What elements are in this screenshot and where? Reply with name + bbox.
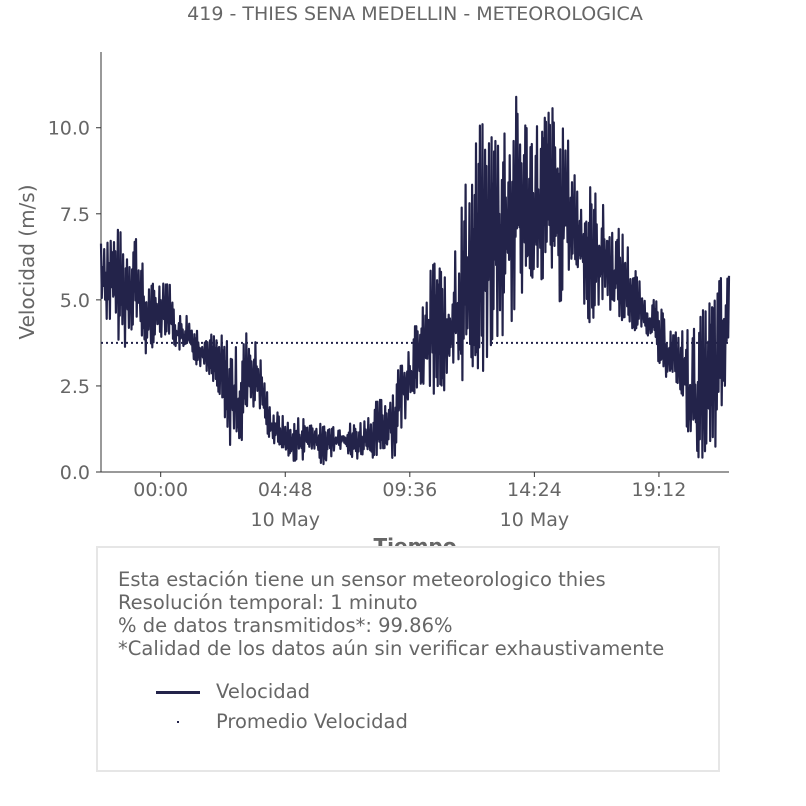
x-tick-label: 00:00 [133, 479, 188, 501]
x-tick-label: 19:12 [632, 479, 687, 501]
x-tick-label: 09:36 [382, 479, 437, 501]
x-tick-date-label: 10 May [250, 509, 320, 531]
legend-dot-swatch [177, 721, 179, 723]
y-tick-label: 5.0 [60, 290, 90, 312]
y-tick-label: 2.5 [60, 376, 90, 398]
legend-label-promedio: Promedio Velocidad [216, 710, 408, 733]
y-tick-label: 7.5 [60, 204, 90, 226]
y-tick-label: 0.0 [60, 462, 90, 484]
y-tick-label: 10.0 [48, 118, 90, 140]
velocity-series-line [99, 95, 731, 466]
data-quality-note: *Calidad de los datos aún sin verificar … [118, 637, 665, 660]
x-tick-date-label: 10 May [500, 509, 570, 531]
temporal-resolution-text: Resolución temporal: 1 minuto [118, 591, 418, 614]
x-tick-label: 04:48 [258, 479, 313, 501]
data-transmitted-text: % de datos transmitidos*: 99.86% [118, 614, 453, 637]
chart-title: 419 - THIES SENA MEDELLIN - METEOROLOGIC… [187, 3, 643, 25]
y-axis-label: Velocidad (m/s) [15, 184, 39, 339]
station-sensor-text: Esta estación tiene un sensor meteorolog… [118, 568, 606, 591]
x-tick-label: 14:24 [507, 479, 562, 501]
info-legend-box: Esta estación tiene un sensor meteorolog… [96, 546, 720, 772]
legend-line-swatch [156, 691, 200, 694]
legend-label-velocidad: Velocidad [216, 680, 311, 703]
